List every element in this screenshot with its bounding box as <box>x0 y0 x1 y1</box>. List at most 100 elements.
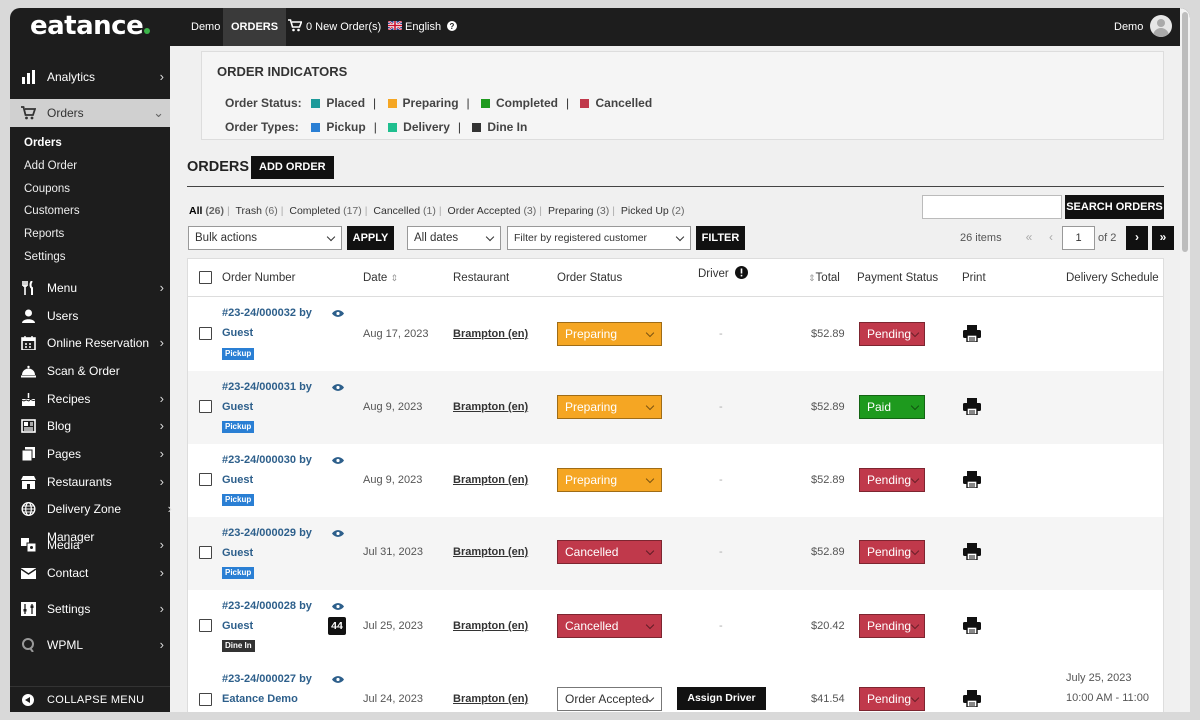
row-checkbox[interactable] <box>199 400 212 413</box>
status-link-all[interactable]: All (26) <box>189 205 225 217</box>
order-status-select[interactable]: Cancelled <box>557 614 662 638</box>
sidebar-item-users[interactable]: Users <box>10 302 170 330</box>
collapse-menu-button[interactable]: COLLAPSE MENU <box>10 686 170 712</box>
payment-status-select[interactable]: Pending <box>859 322 925 346</box>
order-status-select[interactable]: Preparing <box>557 468 662 492</box>
eye-icon[interactable] <box>332 603 344 610</box>
filter-button[interactable]: FILTER <box>696 226 745 250</box>
restaurant-link[interactable]: Brampton (en) <box>453 693 529 705</box>
sidebar-item-wpml[interactable]: WPML › <box>10 631 170 659</box>
eye-icon[interactable] <box>332 457 344 464</box>
order-status-select[interactable]: Order Accepted <box>557 687 662 711</box>
restaurant-link[interactable]: Brampton (en) <box>453 474 529 486</box>
row-checkbox[interactable] <box>199 546 212 559</box>
payment-status-select[interactable]: Paid <box>859 395 925 419</box>
sidebar-item-blog[interactable]: Blog › <box>10 412 170 440</box>
sidebar-item-analytics[interactable]: Analytics › <box>10 63 170 91</box>
order-status-select[interactable]: Cancelled <box>557 540 662 564</box>
last-page-button[interactable]: » <box>1152 226 1174 250</box>
logo[interactable]: eatance <box>30 11 151 41</box>
row-checkbox[interactable] <box>199 473 212 486</box>
status-link-cancelled[interactable]: Cancelled (1) <box>373 205 436 217</box>
sidebar-sub-settings[interactable]: Settings <box>24 251 66 263</box>
scrollbar-track[interactable] <box>1180 8 1190 712</box>
customer-link[interactable]: Guest <box>222 547 254 559</box>
order-number-link[interactable]: #23-24/000030 by <box>222 454 312 466</box>
sidebar-item-recipes[interactable]: Recipes › <box>10 385 170 413</box>
col-date[interactable]: Date ⇕ <box>363 272 399 284</box>
sidebar-item-scan-order[interactable]: Scan & Order <box>10 357 170 385</box>
printer-icon[interactable] <box>963 325 981 342</box>
date-filter-select[interactable]: All dates <box>407 226 501 250</box>
sidebar-item-orders[interactable]: Orders ⌄ <box>10 99 170 127</box>
customer-link[interactable]: Guest <box>222 401 254 413</box>
user-name[interactable]: Demo <box>1114 21 1144 33</box>
order-number-link[interactable]: #23-24/000027 by <box>222 673 312 685</box>
order-number-link[interactable]: #23-24/000031 by <box>222 381 312 393</box>
sidebar-sub-customers[interactable]: Customers <box>24 205 80 217</box>
col-order-number[interactable]: Order Number <box>222 272 296 284</box>
topbar-new-orders-link[interactable]: 0 New Order(s) <box>280 8 389 46</box>
row-checkbox[interactable] <box>199 327 212 340</box>
payment-status-select[interactable]: Pending <box>859 614 925 638</box>
topbar-demo-link[interactable]: Demo <box>191 21 221 33</box>
info-icon[interactable] <box>734 266 748 279</box>
eye-icon[interactable] <box>332 310 344 317</box>
avatar[interactable] <box>1150 15 1172 37</box>
search-orders-button[interactable]: SEARCH ORDERS <box>1065 195 1164 219</box>
status-link-picked-up[interactable]: Picked Up (2) <box>620 205 685 217</box>
sidebar-item-contact[interactable]: Contact › <box>10 559 170 587</box>
sidebar-item-restaurants[interactable]: Restaurants › <box>10 468 170 496</box>
help-icon[interactable]: ? <box>447 21 458 31</box>
sidebar-sub-reports[interactable]: Reports <box>24 228 65 240</box>
eye-icon[interactable] <box>332 530 344 537</box>
restaurant-link[interactable]: Brampton (en) <box>453 620 529 632</box>
current-page-input[interactable]: 1 <box>1062 226 1095 250</box>
sidebar-item-delivery-zone[interactable]: Delivery Zone Manager › <box>10 495 172 544</box>
col-total[interactable]: ⇕Total <box>808 272 840 284</box>
order-status-select[interactable]: Preparing <box>557 322 662 346</box>
next-page-button[interactable]: › <box>1126 226 1148 250</box>
customer-link[interactable]: Eatance Demo <box>222 693 298 705</box>
topbar-orders-link[interactable]: ORDERS <box>223 8 287 46</box>
customer-link[interactable]: Guest <box>222 474 254 486</box>
sidebar-sub-coupons[interactable]: Coupons <box>24 183 71 195</box>
restaurant-link[interactable]: Brampton (en) <box>453 546 529 558</box>
order-number-link[interactable]: #23-24/000029 by <box>222 527 312 539</box>
eye-icon[interactable] <box>332 384 344 391</box>
add-order-button[interactable]: ADD ORDER <box>251 156 334 179</box>
status-link-trash[interactable]: Trash (6) <box>235 205 278 217</box>
customer-link[interactable]: Guest <box>222 327 254 339</box>
assign-driver-button[interactable]: Assign Driver <box>677 687 766 710</box>
order-number-link[interactable]: #23-24/000028 by <box>222 600 312 612</box>
status-link-order-accepted[interactable]: Order Accepted (3) <box>447 205 537 217</box>
sidebar-item-online-reservation[interactable]: Online Reservation › <box>10 329 170 357</box>
sidebar-item-menu[interactable]: Menu › <box>10 274 170 302</box>
language-switcher[interactable]: English ? <box>380 8 465 46</box>
row-checkbox[interactable] <box>199 619 212 632</box>
payment-status-select[interactable]: Pending <box>859 540 925 564</box>
payment-status-select[interactable]: Pending <box>859 687 925 711</box>
status-link-completed[interactable]: Completed (17) <box>289 205 362 217</box>
row-checkbox[interactable] <box>199 693 212 706</box>
apply-button[interactable]: APPLY <box>347 226 394 250</box>
order-status-select[interactable]: Preparing <box>557 395 662 419</box>
customer-filter-select[interactable]: Filter by registered customer <box>507 226 691 250</box>
prev-page-button[interactable]: ‹ <box>1049 230 1053 244</box>
status-link-preparing[interactable]: Preparing (3) <box>547 205 610 217</box>
eye-icon[interactable] <box>332 676 344 683</box>
sidebar-sub-orders[interactable]: Orders <box>24 137 62 149</box>
sidebar-item-settings[interactable]: Settings › <box>10 595 170 623</box>
scrollbar-thumb[interactable] <box>1182 12 1188 252</box>
first-page-button[interactable]: « <box>1025 230 1033 244</box>
order-number-link[interactable]: #23-24/000032 by <box>222 307 312 319</box>
search-input[interactable] <box>922 195 1062 219</box>
printer-icon[interactable] <box>963 617 981 634</box>
sidebar-sub-add-order[interactable]: Add Order <box>24 160 78 172</box>
sidebar-item-pages[interactable]: Pages › <box>10 440 170 468</box>
restaurant-link[interactable]: Brampton (en) <box>453 401 529 413</box>
restaurant-link[interactable]: Brampton (en) <box>453 328 529 340</box>
printer-icon[interactable] <box>963 543 981 560</box>
printer-icon[interactable] <box>963 398 981 415</box>
customer-link[interactable]: Guest <box>222 620 254 632</box>
